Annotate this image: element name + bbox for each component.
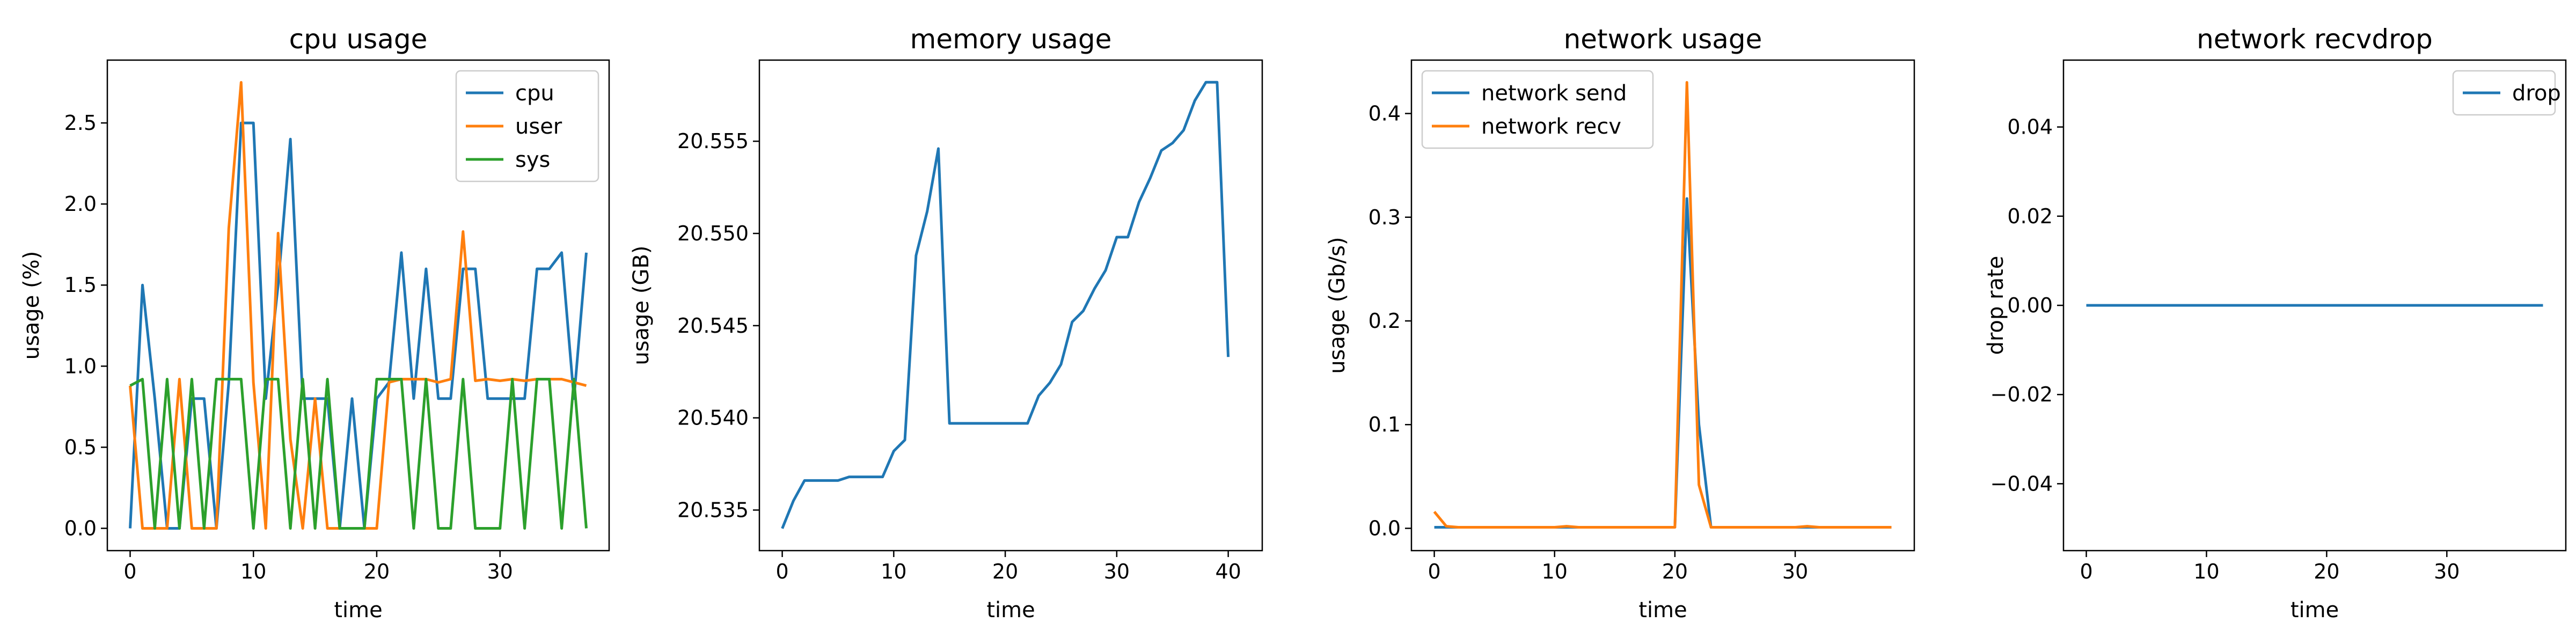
x-tick-label: 10 (881, 560, 906, 583)
x-tick-label: 20 (2314, 560, 2339, 583)
x-tick-label: 10 (2193, 560, 2219, 583)
chart-title: network recvdrop (2197, 24, 2433, 55)
y-tick-label: 0.0 (64, 516, 97, 540)
y-tick-label: 20.555 (677, 129, 749, 153)
y-tick-label: 0.04 (2007, 115, 2053, 139)
x-tick-label: 0 (2080, 560, 2092, 583)
y-tick-label: 0.02 (2007, 204, 2053, 228)
y-tick-label: 0.0 (1368, 516, 1401, 540)
series-line-network-recv (1433, 81, 1892, 529)
axes-frame (2062, 59, 2567, 552)
x-tick-label: 10 (1542, 560, 1568, 583)
x-tick-label: 40 (1215, 560, 1241, 583)
series-line-0 (781, 80, 1230, 529)
x-axis-label: time (1638, 598, 1687, 623)
legend-box (1421, 70, 1654, 149)
legend-label: user (515, 114, 562, 139)
y-tick-label: 20.545 (677, 314, 749, 338)
axes-frame (1410, 59, 1915, 552)
axes-frame (106, 59, 610, 552)
y-tick-label: 20.550 (677, 222, 749, 245)
legend-label: drop (2512, 81, 2561, 106)
legend-label: cpu (515, 81, 554, 106)
chart-title: cpu usage (289, 24, 428, 55)
x-tick-label: 0 (123, 560, 136, 583)
x-tick-label: 0 (1428, 560, 1440, 583)
chart-panel-2: network usage 0 10 20 30 0.0 0.1 0.2 0.3 0.4 time u… (1325, 24, 1915, 623)
y-tick-label: 2.0 (64, 192, 97, 216)
x-tick-label: 0 (775, 560, 788, 583)
y-tick-label: 1.0 (64, 354, 97, 378)
x-axis-label: time (334, 598, 382, 623)
chart-title: network usage (1564, 24, 1762, 55)
legend: network send network recv (1421, 70, 1654, 149)
x-axis-label: time (2290, 598, 2339, 623)
y-tick-label: 20.535 (677, 498, 749, 522)
chart-panel-3: network recvdrop 0 10 20 30 −0.04 −0.02 0.00 0.0… (1984, 24, 2567, 623)
y-axis-label: usage (GB) (629, 245, 654, 365)
chart-title: memory usage (910, 24, 1112, 55)
chart-panel-1: memory usage 0 10 20 30 40 20.535 20.540 20.545 2… (629, 24, 1263, 623)
series-line-sys (129, 378, 588, 530)
y-tick-label: 20.540 (677, 406, 749, 430)
x-tick-label: 30 (1104, 560, 1130, 583)
legend: drop (2452, 70, 2561, 116)
legend-label: network recv (1481, 114, 1621, 139)
y-axis-label: usage (%) (19, 251, 44, 360)
legend-box (455, 70, 599, 182)
y-tick-label: 0.4 (1368, 102, 1401, 126)
y-tick-label: 0.3 (1368, 206, 1401, 229)
x-tick-label: 20 (1662, 560, 1688, 583)
legend: cpu user sys (455, 70, 599, 182)
x-tick-label: 20 (992, 560, 1018, 583)
y-tick-label: 2.5 (64, 111, 97, 135)
y-tick-label: −0.02 (1990, 383, 2053, 406)
y-axis-label: usage (Gb/s) (1325, 237, 1350, 374)
axes-frame (758, 59, 1263, 552)
y-tick-label: 0.5 (64, 435, 97, 459)
x-tick-label: 30 (1782, 560, 1808, 583)
x-axis-label: time (986, 598, 1035, 623)
legend-label: sys (515, 148, 550, 172)
x-tick-label: 30 (487, 560, 513, 583)
y-tick-label: 0.00 (2007, 294, 2053, 317)
x-tick-label: 20 (364, 560, 390, 583)
legend-label: network send (1481, 81, 1627, 106)
y-tick-label: 0.1 (1368, 413, 1401, 436)
x-tick-label: 30 (2434, 560, 2460, 583)
legend-box (2452, 70, 2556, 116)
x-tick-label: 10 (240, 560, 266, 583)
chart-panel-0: cpu usage 0 10 20 30 0.0 0.5 1.0 1.5 2.0 2.5 time us… (19, 24, 610, 623)
y-tick-label: −0.04 (1990, 472, 2053, 495)
y-tick-label: 0.2 (1368, 309, 1401, 333)
y-tick-label: 1.5 (64, 273, 97, 297)
y-axis-label: drop rate (1984, 256, 2008, 355)
series-line-network-send (1434, 197, 1892, 529)
